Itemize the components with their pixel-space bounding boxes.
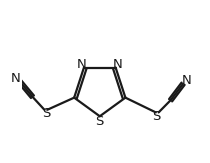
- Text: S: S: [42, 107, 51, 120]
- Text: N: N: [113, 58, 123, 71]
- Text: S: S: [152, 110, 161, 123]
- Text: S: S: [96, 115, 104, 128]
- Text: N: N: [11, 72, 21, 85]
- Text: N: N: [77, 58, 87, 71]
- Text: N: N: [182, 74, 192, 88]
